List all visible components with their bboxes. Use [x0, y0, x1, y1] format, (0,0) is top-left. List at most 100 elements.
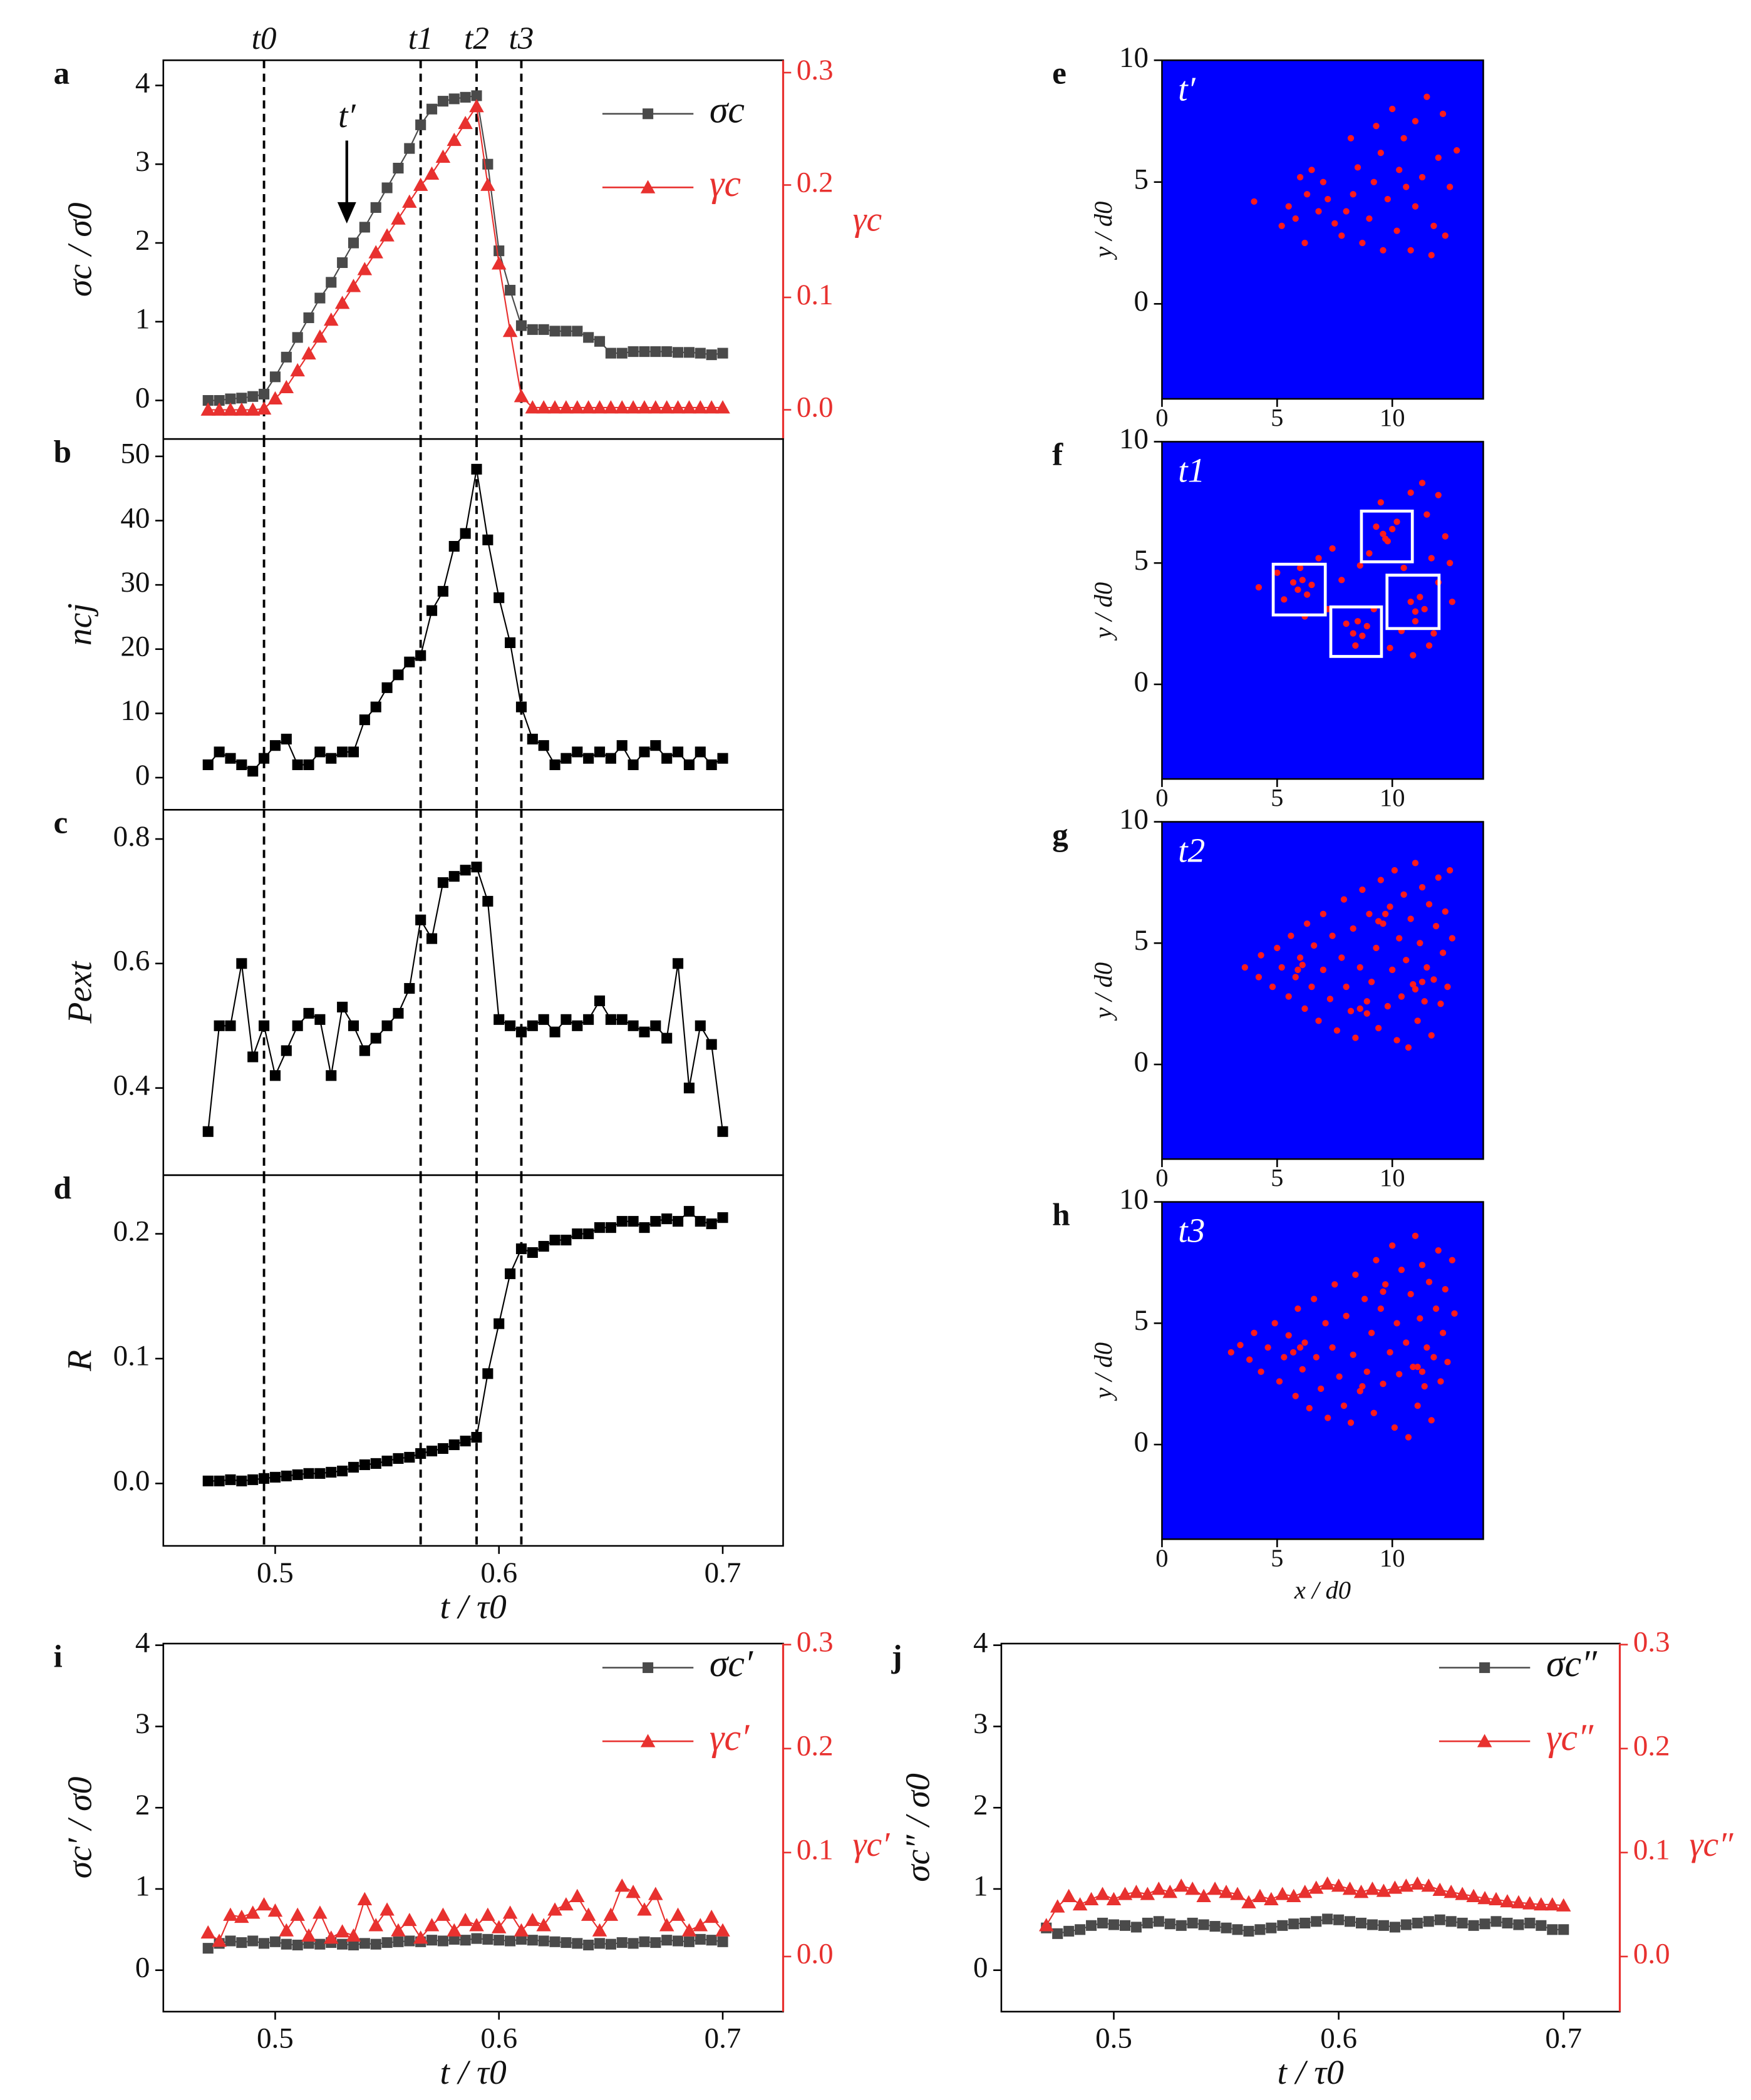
- marker: [650, 1216, 661, 1227]
- series-line: [207, 866, 724, 1132]
- marker: [706, 349, 717, 361]
- point: [1306, 1404, 1313, 1412]
- point: [1338, 954, 1345, 961]
- marker: [314, 1468, 326, 1479]
- marker: [536, 400, 551, 414]
- x-tick-label: 0: [1155, 404, 1168, 432]
- marker: [236, 393, 247, 404]
- marker: [281, 1045, 292, 1056]
- marker: [292, 759, 303, 771]
- point: [1439, 949, 1447, 956]
- marker: [447, 1923, 462, 1937]
- marker: [1500, 1894, 1515, 1908]
- y-tick-label: 0: [973, 1951, 988, 1984]
- marker: [693, 1918, 708, 1932]
- marker: [269, 371, 281, 383]
- marker: [460, 91, 471, 103]
- point: [1396, 1371, 1403, 1377]
- point: [1398, 993, 1405, 1000]
- y-tick-label: 30: [120, 566, 150, 599]
- y-tick-label: 0: [1134, 666, 1149, 698]
- point: [1421, 605, 1428, 612]
- point: [1315, 208, 1322, 215]
- y-tick-label: 0.2: [113, 1215, 150, 1247]
- marker: [348, 1020, 359, 1031]
- point: [1380, 1288, 1387, 1295]
- marker: [1254, 1924, 1266, 1935]
- y-tick-label: 0.1: [113, 1340, 150, 1372]
- marker: [1556, 1898, 1571, 1912]
- plot-frame: [162, 1174, 784, 1547]
- point: [1338, 577, 1345, 584]
- point: [1311, 942, 1318, 949]
- marker: [482, 1368, 493, 1379]
- y-axis-label: y / d0: [1089, 962, 1117, 1021]
- point: [1398, 1266, 1405, 1274]
- point: [1366, 215, 1373, 222]
- marker: [357, 262, 373, 275]
- marker: [1558, 1924, 1569, 1935]
- point: [1352, 1034, 1359, 1041]
- point: [1405, 1044, 1412, 1051]
- marker: [560, 326, 572, 337]
- series-line: [208, 104, 723, 411]
- point: [1308, 167, 1315, 173]
- marker: [480, 177, 495, 191]
- point: [1338, 232, 1345, 239]
- marker: [471, 862, 482, 873]
- point: [1430, 222, 1437, 229]
- marker: [482, 534, 493, 545]
- marker: [1489, 1892, 1504, 1905]
- marker-label: t2: [464, 21, 489, 56]
- marker: [247, 1935, 259, 1947]
- panel-tag: t′: [1178, 69, 1196, 108]
- point: [1393, 1037, 1400, 1044]
- point: [1352, 1271, 1359, 1279]
- point: [1329, 932, 1336, 939]
- marker: [549, 759, 560, 771]
- marker: [326, 1070, 337, 1081]
- y2-tick-label: 0.3: [1633, 1625, 1670, 1658]
- marker: [225, 1474, 236, 1485]
- marker: [1130, 1922, 1142, 1933]
- x-tick-label: 10: [1380, 1164, 1405, 1192]
- marker: [1376, 1883, 1392, 1897]
- marker: [1410, 1876, 1425, 1890]
- marker: [1095, 1886, 1110, 1900]
- plot-frame: [162, 438, 784, 811]
- marker: [639, 1936, 650, 1947]
- y-tick-label: 4: [135, 66, 150, 99]
- marker: [437, 96, 448, 107]
- point: [1301, 1339, 1308, 1346]
- point: [1423, 1344, 1430, 1351]
- marker: [348, 237, 359, 249]
- y-tick-label: 0: [135, 381, 150, 414]
- marker: [1412, 1917, 1423, 1928]
- point: [1299, 577, 1306, 584]
- marker: [426, 605, 438, 616]
- y2-tick-label: 0.1: [1633, 1834, 1670, 1866]
- point: [1285, 1332, 1292, 1339]
- marker: [560, 1234, 572, 1246]
- point: [1350, 1351, 1356, 1358]
- marker: [525, 400, 540, 414]
- point: [1285, 203, 1292, 210]
- legend-label: γc″: [1546, 1717, 1594, 1758]
- point: [1414, 1364, 1421, 1371]
- marker: [1072, 1897, 1088, 1911]
- marker: [391, 1923, 406, 1937]
- point: [1389, 966, 1396, 974]
- marker: [437, 877, 448, 888]
- point: [1278, 964, 1285, 971]
- point: [1363, 1010, 1370, 1017]
- marker: [1140, 1886, 1155, 1900]
- marker: [1311, 1916, 1322, 1927]
- marker: [570, 1888, 585, 1902]
- marker: [583, 1939, 594, 1951]
- point: [1418, 1262, 1426, 1269]
- marker: [505, 637, 516, 649]
- point: [1410, 981, 1417, 988]
- marker: [415, 1448, 426, 1459]
- marker: [515, 1243, 527, 1255]
- plot-frame: [162, 1642, 784, 2013]
